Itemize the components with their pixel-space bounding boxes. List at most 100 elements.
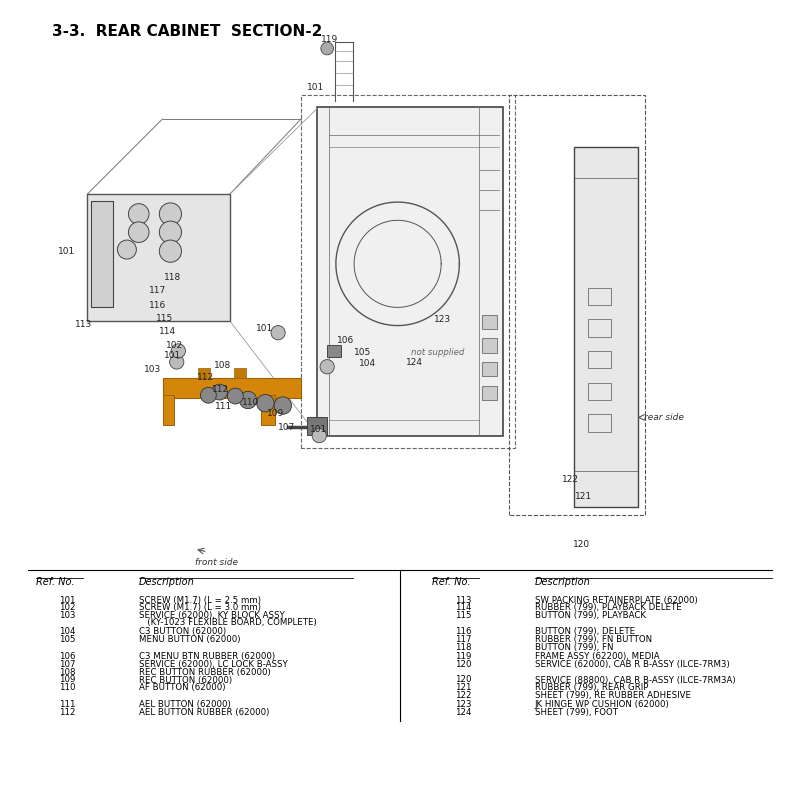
Text: 114: 114 <box>455 603 471 613</box>
Text: 111: 111 <box>214 402 232 411</box>
Circle shape <box>159 221 182 243</box>
Text: SERVICE (62000), KY BLOCK ASSY: SERVICE (62000), KY BLOCK ASSY <box>138 611 285 620</box>
Text: AEL BUTTON (62000): AEL BUTTON (62000) <box>138 700 230 709</box>
Text: 112: 112 <box>211 386 229 394</box>
Text: Description: Description <box>534 577 590 586</box>
Text: 123: 123 <box>434 314 451 324</box>
Text: 106: 106 <box>59 652 76 661</box>
Text: 116: 116 <box>149 301 166 310</box>
Text: 105: 105 <box>354 348 371 357</box>
Text: 101: 101 <box>306 82 324 92</box>
Polygon shape <box>262 395 275 426</box>
Text: 108: 108 <box>214 361 231 370</box>
Text: FRAME ASSY (62200), MEDIA: FRAME ASSY (62200), MEDIA <box>534 652 659 661</box>
Text: C3 MENU BTN RUBBER (62000): C3 MENU BTN RUBBER (62000) <box>138 652 275 661</box>
Bar <box>482 314 497 329</box>
Circle shape <box>170 355 184 369</box>
Text: RUBBER (799), FN BUTTON: RUBBER (799), FN BUTTON <box>534 635 652 644</box>
Text: 119: 119 <box>455 652 471 661</box>
Text: 104: 104 <box>59 627 76 636</box>
Text: 101: 101 <box>310 425 327 434</box>
Circle shape <box>227 388 243 404</box>
Bar <box>306 418 327 435</box>
Text: 120: 120 <box>455 675 471 685</box>
Text: 118: 118 <box>455 643 471 652</box>
Text: 121: 121 <box>455 683 471 693</box>
Text: 113: 113 <box>455 595 471 605</box>
Text: 3-3.  REAR CABINET  SECTION-2: 3-3. REAR CABINET SECTION-2 <box>52 24 322 39</box>
Bar <box>589 414 610 432</box>
Circle shape <box>274 397 291 414</box>
Circle shape <box>201 387 216 403</box>
Text: 103: 103 <box>143 366 161 374</box>
Bar <box>482 338 497 353</box>
Polygon shape <box>574 146 638 507</box>
Text: SERVICE (62000), CAB R B-ASSY (ILCE-7RM3): SERVICE (62000), CAB R B-ASSY (ILCE-7RM3… <box>534 660 730 669</box>
Text: 105: 105 <box>59 635 76 644</box>
Polygon shape <box>87 194 230 321</box>
Circle shape <box>159 240 182 262</box>
Circle shape <box>257 394 274 412</box>
Text: rear side: rear side <box>644 413 684 422</box>
Text: SCREW (M1.7) (L = 2.5 mm): SCREW (M1.7) (L = 2.5 mm) <box>138 595 261 605</box>
Text: BUTTON (799), PLAYBACK: BUTTON (799), PLAYBACK <box>534 611 646 620</box>
Text: 103: 103 <box>59 611 76 620</box>
Text: 101: 101 <box>58 246 75 256</box>
Circle shape <box>159 203 182 225</box>
Text: front side: front side <box>195 558 238 567</box>
Circle shape <box>171 344 186 358</box>
Text: 123: 123 <box>455 700 471 709</box>
Text: SCREW (M1.7) (L = 3.0 mm): SCREW (M1.7) (L = 3.0 mm) <box>138 603 261 613</box>
Polygon shape <box>317 107 503 436</box>
Text: Ref. No.: Ref. No. <box>36 577 74 586</box>
Circle shape <box>320 360 334 374</box>
Text: 120: 120 <box>573 539 590 549</box>
Text: BUTTON (799), FN: BUTTON (799), FN <box>534 643 613 652</box>
Text: 121: 121 <box>575 492 592 501</box>
Polygon shape <box>91 201 114 306</box>
Text: (KY-1023 FLEXIBLE BOARD, COMPLETE): (KY-1023 FLEXIBLE BOARD, COMPLETE) <box>138 618 317 627</box>
Circle shape <box>239 391 257 409</box>
Text: MENU BUTTON (62000): MENU BUTTON (62000) <box>138 635 240 644</box>
Text: 106: 106 <box>337 336 354 345</box>
Text: 102: 102 <box>166 341 182 350</box>
Text: SHEET (799), FOOT: SHEET (799), FOOT <box>534 708 618 717</box>
Polygon shape <box>234 368 246 378</box>
Text: not supplied: not supplied <box>411 348 465 357</box>
Text: 118: 118 <box>164 273 182 282</box>
Text: 124: 124 <box>455 708 471 717</box>
Text: RUBBER (799), PLAYBACK DELETE: RUBBER (799), PLAYBACK DELETE <box>534 603 682 613</box>
Text: AEL BUTTON RUBBER (62000): AEL BUTTON RUBBER (62000) <box>138 708 269 717</box>
Bar <box>589 319 610 337</box>
Circle shape <box>118 240 136 259</box>
Text: 113: 113 <box>75 320 93 330</box>
Bar <box>482 362 497 376</box>
Text: 116: 116 <box>455 627 471 636</box>
Text: 101: 101 <box>59 595 76 605</box>
Text: 107: 107 <box>278 423 295 432</box>
Text: 102: 102 <box>59 603 76 613</box>
Polygon shape <box>162 395 174 426</box>
Circle shape <box>271 326 286 340</box>
Text: 101: 101 <box>256 324 273 334</box>
Text: 112: 112 <box>59 708 76 717</box>
Circle shape <box>211 384 227 400</box>
Circle shape <box>321 42 334 55</box>
Text: REC BUTTON RUBBER (62000): REC BUTTON RUBBER (62000) <box>138 667 270 677</box>
Text: Ref. No.: Ref. No. <box>432 577 470 586</box>
Text: 107: 107 <box>59 660 76 669</box>
Text: 119: 119 <box>321 35 338 44</box>
Polygon shape <box>198 368 210 378</box>
Circle shape <box>129 222 149 242</box>
Bar <box>589 382 610 400</box>
Text: 122: 122 <box>562 474 578 484</box>
Text: Description: Description <box>138 577 194 586</box>
Text: 115: 115 <box>455 611 471 620</box>
Circle shape <box>129 204 149 224</box>
Text: 112: 112 <box>198 374 214 382</box>
Text: 110: 110 <box>59 683 76 693</box>
Text: 104: 104 <box>359 359 376 368</box>
Text: 110: 110 <box>242 398 259 407</box>
Text: REC BUTTON (62000): REC BUTTON (62000) <box>138 675 232 685</box>
Bar <box>482 386 497 400</box>
